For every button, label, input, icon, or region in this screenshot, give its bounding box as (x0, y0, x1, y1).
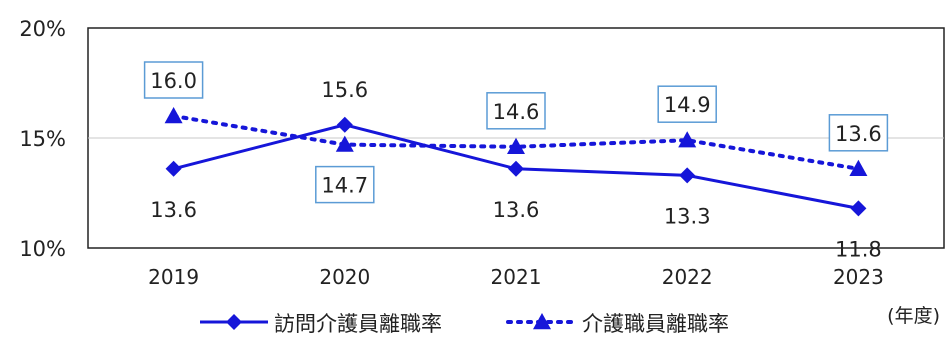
x-tick-label: 2022 (662, 265, 713, 289)
data-point-diamond (165, 160, 182, 177)
data-point-triangle (678, 131, 697, 148)
data-label: 14.6 (493, 100, 540, 124)
data-point-diamond (226, 314, 242, 330)
y-tick-label: 20% (19, 17, 66, 41)
data-label: 11.8 (835, 237, 882, 261)
x-tick-label: 2021 (491, 265, 542, 289)
data-point-diamond (508, 160, 524, 177)
data-point-triangle (164, 107, 183, 124)
data-point-diamond (336, 116, 353, 133)
x-tick-label: 2020 (319, 265, 370, 289)
data-label-box (315, 165, 375, 204)
legend-label: 訪問介護員離職率 (274, 312, 442, 336)
data-label: 14.9 (664, 93, 711, 117)
data-point-triangle (335, 135, 354, 152)
data-label-box (486, 92, 546, 130)
data-point-diamond (850, 200, 867, 217)
data-label: 13.6 (493, 198, 540, 222)
x-unit-label: (年度) (887, 305, 940, 327)
data-label: 13.6 (835, 122, 882, 146)
y-tick-label: 15% (19, 127, 66, 151)
y-tick-label: 10% (19, 237, 66, 261)
x-tick-label: 2019 (148, 265, 199, 289)
data-label-box (828, 114, 889, 152)
data-point-triangle (507, 137, 525, 154)
legend-entry: 介護職員離職率 (506, 312, 729, 336)
data-label: 13.6 (150, 198, 197, 222)
legend-entry: 訪問介護員離職率 (200, 312, 442, 336)
data-point-triangle (533, 313, 551, 330)
data-label-box (143, 61, 204, 99)
data-point-triangle (849, 159, 868, 176)
data-label: 16.0 (150, 69, 197, 93)
data-label: 14.7 (321, 174, 368, 198)
x-tick-label: 2023 (833, 265, 884, 289)
data-label-box (657, 85, 717, 123)
data-label: 15.6 (321, 78, 368, 102)
legend-label: 介護職員離職率 (582, 312, 729, 336)
data-point-diamond (679, 167, 696, 184)
data-label: 13.3 (664, 204, 711, 228)
